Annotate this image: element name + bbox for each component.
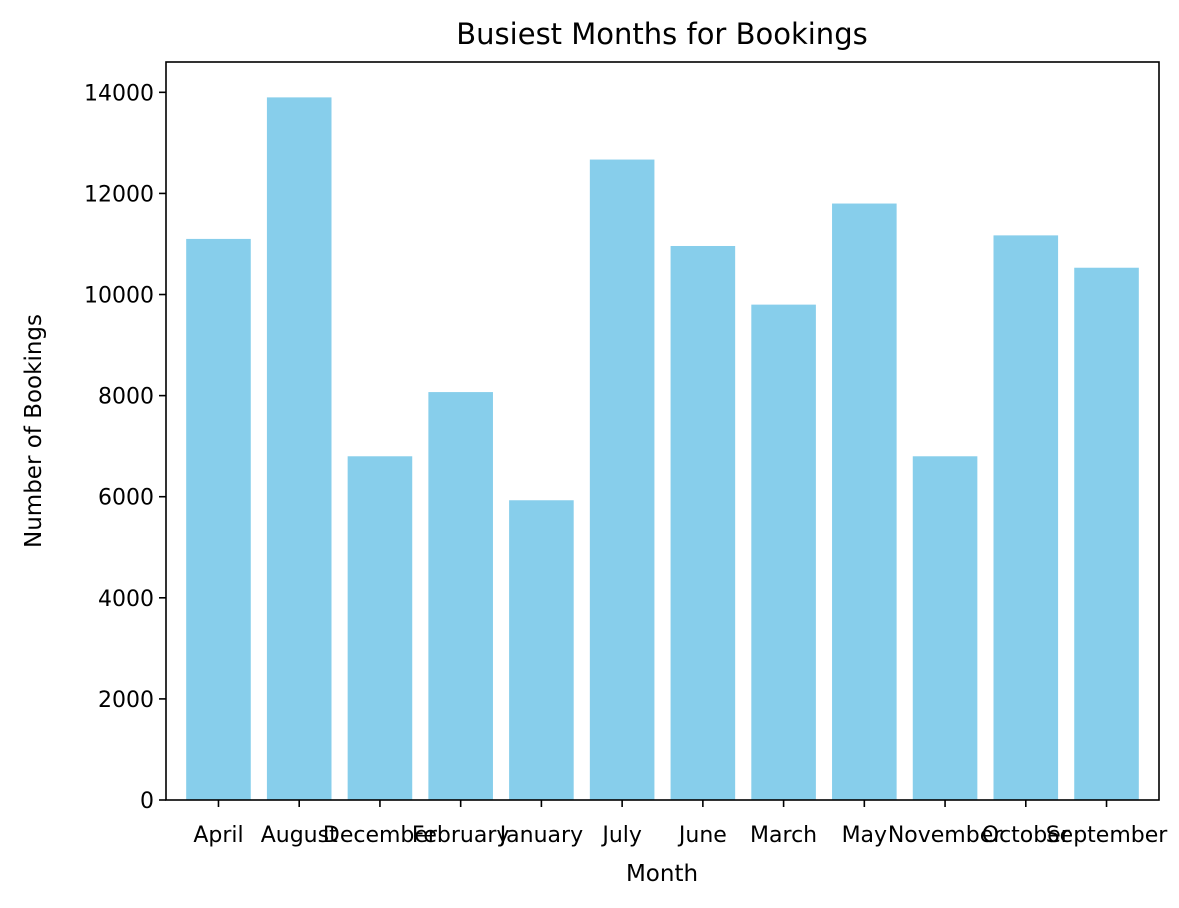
chart-title: Busiest Months for Bookings — [456, 17, 867, 51]
bars-group — [186, 97, 1139, 801]
x-tick-label: October — [982, 823, 1071, 848]
y-tick-label: 10000 — [84, 284, 154, 309]
x-tick-label: January — [498, 823, 583, 848]
bar-december — [347, 456, 413, 800]
bar-march — [751, 304, 816, 800]
bar-may — [832, 203, 897, 800]
y-axis: 0 2000 4000 6000 8000 10000 12000 14000 — [84, 81, 166, 814]
y-tick-label: 4000 — [98, 587, 154, 612]
y-tick-label: 14000 — [84, 81, 154, 106]
y-tick-label: 12000 — [84, 182, 154, 207]
plot-frame — [165, 61, 1160, 801]
bar-july — [589, 159, 655, 800]
bar-april — [186, 238, 251, 801]
x-tick-label: November — [888, 823, 1003, 848]
x-tick-label: April — [193, 823, 243, 848]
bar-august — [266, 97, 332, 801]
bar-october — [993, 235, 1059, 800]
x-tick-label: December — [323, 823, 438, 848]
x-tick-label: May — [842, 823, 887, 848]
x-tick-label: March — [750, 823, 817, 848]
y-tick-label: 8000 — [98, 385, 154, 410]
y-tick-label: 2000 — [98, 688, 154, 713]
bar-february — [428, 392, 493, 800]
bar-november — [912, 456, 978, 800]
y-axis-label: Number of Bookings — [21, 314, 47, 548]
y-tick-label: 0 — [140, 789, 154, 814]
x-tick-label: September — [1046, 823, 1169, 848]
x-axis-label: Month — [626, 861, 698, 887]
x-tick-label: February — [412, 823, 510, 848]
y-tick-label: 6000 — [98, 486, 154, 511]
x-tick-label: August — [261, 823, 338, 848]
x-tick-label: July — [600, 823, 642, 848]
bar-september — [1074, 267, 1139, 801]
x-tick-label: June — [677, 823, 727, 848]
bar-january — [509, 500, 574, 800]
bar-june — [670, 245, 736, 801]
